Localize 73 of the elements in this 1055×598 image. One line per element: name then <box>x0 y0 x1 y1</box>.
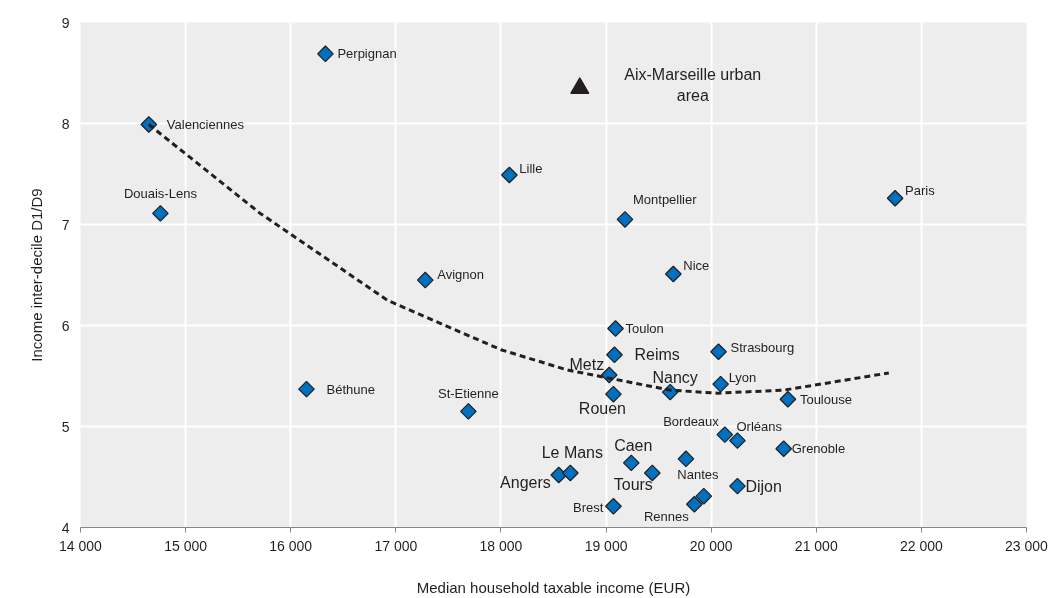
y-tick-label: 8 <box>61 115 70 132</box>
annotation: Angers <box>500 474 551 492</box>
point <box>710 343 727 361</box>
annotation: Paris <box>905 182 936 198</box>
point <box>605 385 622 403</box>
point <box>677 450 695 468</box>
annotation: Nice <box>683 258 710 274</box>
point <box>607 320 624 337</box>
y-tick-label: 6 <box>61 317 70 334</box>
y-axis-title: Income inter-decile D1/D9 <box>27 188 45 362</box>
annotation: Brest <box>573 499 604 515</box>
x-tick-label: 22 000 <box>899 537 944 554</box>
annotation: St-Etienne <box>438 385 499 401</box>
point <box>416 271 434 289</box>
point <box>664 265 682 283</box>
annotation: Montpellier <box>632 191 698 207</box>
point <box>712 375 729 393</box>
annotation: Rouen <box>578 399 626 417</box>
annotation: Grenoble <box>791 441 846 457</box>
y-tick-label: 4 <box>61 519 70 536</box>
point <box>775 440 793 458</box>
point <box>886 189 904 207</box>
x-axis-title: Median household taxable income (EUR) <box>416 578 691 596</box>
point <box>561 464 579 482</box>
point <box>729 432 746 450</box>
x-tick-label: 14 000 <box>59 537 103 554</box>
annotation: Nantes <box>677 467 720 483</box>
point <box>459 402 477 420</box>
annotation: Dijon <box>745 477 782 495</box>
x-tick-label: 23 000 <box>1005 537 1049 554</box>
annotation: Lyon <box>728 369 757 385</box>
annotation: Lille <box>519 160 543 176</box>
annotation: Tours <box>613 476 653 494</box>
point <box>716 426 734 443</box>
y-tick-label: 5 <box>61 418 70 435</box>
point <box>605 497 622 515</box>
annotation: Toulouse <box>799 391 852 407</box>
point <box>685 495 703 513</box>
point <box>622 454 640 472</box>
x-tick-label: 19 000 <box>584 537 628 554</box>
x-tick-label: 16 000 <box>269 537 313 554</box>
point <box>695 487 713 505</box>
annotation: Valenciennes <box>166 117 245 133</box>
y-tick-label: 9 <box>61 14 70 31</box>
annotation: Le Mans <box>541 444 604 462</box>
point <box>729 477 746 495</box>
point <box>317 45 334 63</box>
annotation: Strasbourg <box>730 340 795 356</box>
x-tick-label: 21 000 <box>794 537 838 554</box>
x-tick-label: 15 000 <box>164 537 208 554</box>
annotation: Nancy <box>652 368 698 386</box>
annotation: Rennes <box>643 508 690 524</box>
annotation: Béthune <box>326 381 375 397</box>
point <box>606 346 623 364</box>
point <box>500 166 518 184</box>
annotation: Caen <box>614 437 653 455</box>
y-tick-label: 7 <box>61 216 70 233</box>
point <box>616 211 634 228</box>
x-tick-label: 18 000 <box>479 537 523 554</box>
annotation: Reims <box>634 346 680 364</box>
annotation: Orléans <box>736 419 783 435</box>
point <box>152 205 169 222</box>
annotation: Metz <box>569 356 605 374</box>
x-tick-label: 17 000 <box>374 537 418 554</box>
annotation: Douais-Lens <box>123 185 198 201</box>
annotation: Bordeaux <box>663 414 720 430</box>
annotation: Perpignan <box>337 46 397 62</box>
point <box>779 390 797 408</box>
annotation: Toulon <box>625 321 664 337</box>
x-tick-label: 20 000 <box>689 537 733 554</box>
point <box>298 380 315 398</box>
annotation: Avignon <box>437 266 485 282</box>
annotation: Aix-Marseille urban area <box>624 66 762 104</box>
